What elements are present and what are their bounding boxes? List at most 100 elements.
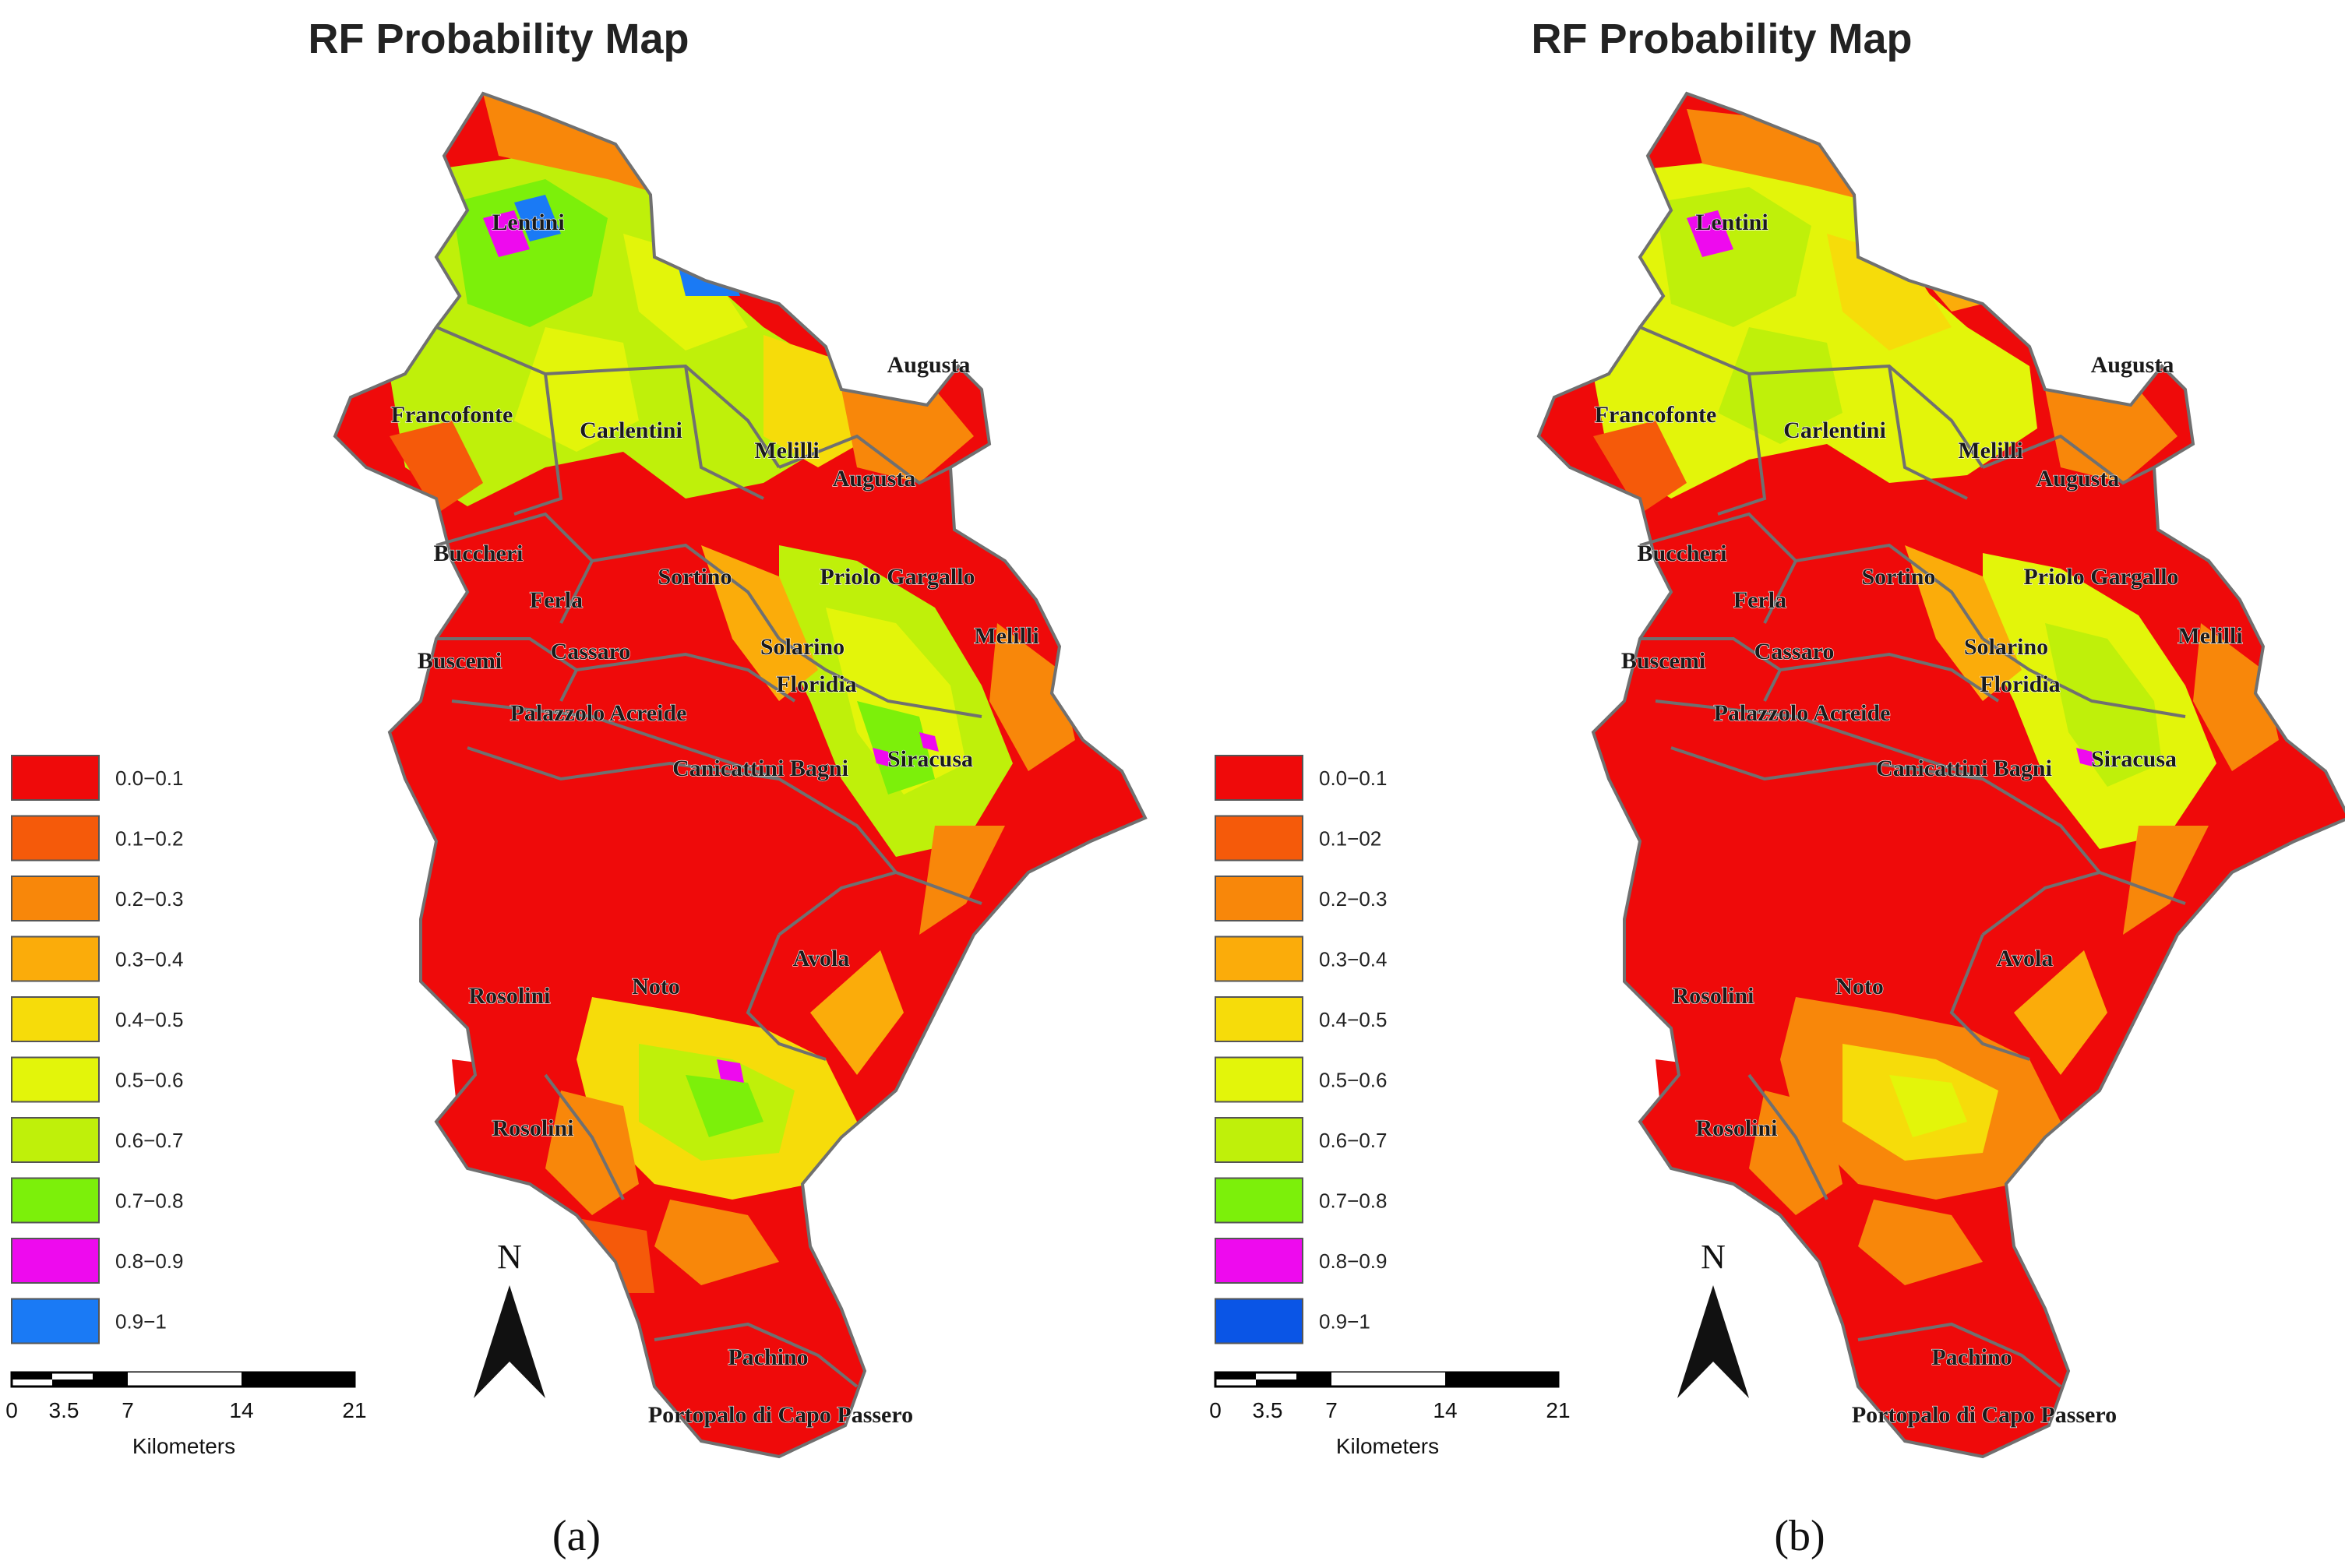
place-avola: Avola (793, 946, 850, 971)
place-solarino: Solarino (1964, 634, 2048, 660)
place-floridia: Floridia (776, 671, 856, 697)
map-panel-a: RF Probability Map (5, 16, 1148, 1560)
legend-label: 0.6−0.7 (1319, 1129, 1387, 1152)
scale-tick-7: 7 (1325, 1398, 1338, 1422)
place-melilli-north: Melilli (1958, 438, 2022, 463)
scale-tick-7: 7 (122, 1398, 134, 1422)
legend-swatch (1215, 1177, 1303, 1224)
scale-unit: Kilometers (132, 1434, 235, 1458)
place-sortino: Sortino (658, 564, 732, 590)
north-arrow-a: N (474, 1238, 545, 1398)
scale-tick-21: 21 (342, 1398, 366, 1422)
scale-tick-14: 14 (1433, 1398, 1457, 1422)
legend-swatch (11, 1117, 100, 1163)
scale-tick-14: 14 (229, 1398, 253, 1422)
place-francofonte: Francofonte (1595, 402, 1717, 428)
legend-swatch (1215, 1117, 1303, 1163)
municipality-borders (1536, 91, 2345, 1459)
legend-a: 0.0−0.1 0.1−0.2 0.2−0.3 0.3−0.4 0.4−0.5 0.5−0… (11, 755, 183, 1344)
legend-label: 0.0−0.1 (1319, 766, 1387, 790)
legend-label: 0.1−0.2 (115, 827, 183, 851)
place-lentini: Lentini (492, 210, 564, 235)
place-priolo-gargallo: Priolo Gargallo (2023, 564, 2178, 590)
place-melilli-east: Melilli (974, 623, 1038, 649)
legend-swatch (11, 1298, 100, 1344)
legend-swatch (1215, 1298, 1303, 1344)
legend-label: 0.7−0.8 (1319, 1189, 1387, 1213)
place-augusta-north: Augusta (2091, 352, 2174, 378)
place-floridia: Floridia (1980, 671, 2060, 697)
scale-tick-3-5: 3.5 (49, 1398, 79, 1422)
north-arrow-icon (474, 1285, 545, 1398)
legend-label: 0.9−1 (115, 1310, 167, 1334)
legend-swatch (1215, 996, 1303, 1042)
map-figure-b: RF Probability Map (1209, 16, 2345, 1560)
place-palazzolo-acreide: Palazzolo Acreide (510, 700, 687, 726)
legend-label: 0.3−0.4 (115, 948, 183, 971)
place-francofonte: Francofonte (391, 402, 513, 428)
legend-label: 0.1−02 (1319, 827, 1381, 851)
place-portopalo: Portopalo di Capo Passero (648, 1402, 913, 1428)
place-sortino: Sortino (1861, 564, 1935, 590)
place-avola: Avola (1997, 946, 2054, 971)
legend-swatch (1215, 755, 1303, 801)
place-buscemi: Buscemi (1621, 648, 1705, 674)
place-cassaro: Cassaro (551, 639, 631, 664)
place-rosolini-south: Rosolini (492, 1115, 573, 1141)
legend-label: 0.6−0.7 (115, 1129, 183, 1152)
place-ferla: Ferla (530, 587, 583, 613)
legend-swatch (1215, 876, 1303, 921)
scale-bar-a: 0 3.5 7 14 21 Kilometers (5, 1371, 367, 1458)
scale-tick-21: 21 (1546, 1398, 1570, 1422)
place-rosolini-north: Rosolini (1672, 983, 1754, 1009)
place-pachino: Pachino (728, 1344, 808, 1370)
legend-b: 0.0−0.1 0.1−02 0.2−0.3 0.3−0.4 0.4−0.5 0.5−0.… (1215, 755, 1387, 1344)
legend-swatch (1215, 1238, 1303, 1284)
legend-swatch (11, 1177, 100, 1224)
scale-tick-0: 0 (1209, 1398, 1222, 1422)
place-portopalo: Portopalo di Capo Passero (1852, 1402, 2117, 1428)
place-priolo-gargallo: Priolo Gargallo (820, 564, 975, 590)
place-solarino: Solarino (760, 634, 845, 660)
legend-swatch (11, 755, 100, 801)
legend-swatch (1215, 1056, 1303, 1103)
place-augusta-south: Augusta (833, 466, 916, 492)
place-noto: Noto (632, 974, 680, 999)
map-figure-a: RF Probability Map (5, 16, 1148, 1560)
place-buccheri: Buccheri (434, 541, 524, 566)
map-panel-b: RF Probability Map (1204, 0, 2345, 1568)
place-ferla: Ferla (1733, 587, 1786, 613)
place-siracusa: Siracusa (887, 746, 973, 772)
place-pachino: Pachino (1931, 1344, 2012, 1370)
place-lentini: Lentini (1695, 210, 1768, 235)
place-noto: Noto (1835, 974, 1884, 999)
legend-swatch (1215, 815, 1303, 862)
legend-label: 0.8−0.9 (115, 1249, 183, 1273)
place-canicattini-bagni: Canicattini Bagni (1876, 756, 2052, 781)
legend-label: 0.0−0.1 (115, 766, 183, 790)
legend-swatch (11, 996, 100, 1042)
legend-label: 0.7−0.8 (115, 1189, 183, 1213)
legend-label: 0.5−0.6 (115, 1069, 183, 1092)
legend-swatch (11, 1056, 100, 1103)
scale-tick-3-5: 3.5 (1253, 1398, 1283, 1422)
municipality-borders (333, 91, 1148, 1459)
legend-swatch (11, 1238, 100, 1284)
probability-map-a: Lentini Augusta Francofonte Carlentini M… (333, 91, 1148, 1459)
place-rosolini-south: Rosolini (1695, 1115, 1777, 1141)
legend-swatch (1215, 936, 1303, 982)
place-rosolini-north: Rosolini (468, 983, 550, 1009)
north-label: N (497, 1238, 522, 1276)
place-augusta-north: Augusta (887, 352, 971, 378)
panel-caption: (b) (1774, 1512, 1825, 1560)
place-melilli-north: Melilli (754, 438, 819, 463)
legend-swatch (11, 936, 100, 982)
place-siracusa: Siracusa (2091, 746, 2177, 772)
north-label: N (1701, 1238, 1726, 1276)
probability-map-b: Lentini Augusta Francofonte Carlentini M… (1536, 91, 2345, 1459)
legend-label: 0.8−0.9 (1319, 1249, 1387, 1273)
place-carlentini: Carlentini (580, 418, 682, 443)
legend-label: 0.2−0.3 (1319, 887, 1387, 911)
legend-label: 0.9−1 (1319, 1310, 1370, 1334)
legend-label: 0.2−0.3 (115, 887, 183, 911)
